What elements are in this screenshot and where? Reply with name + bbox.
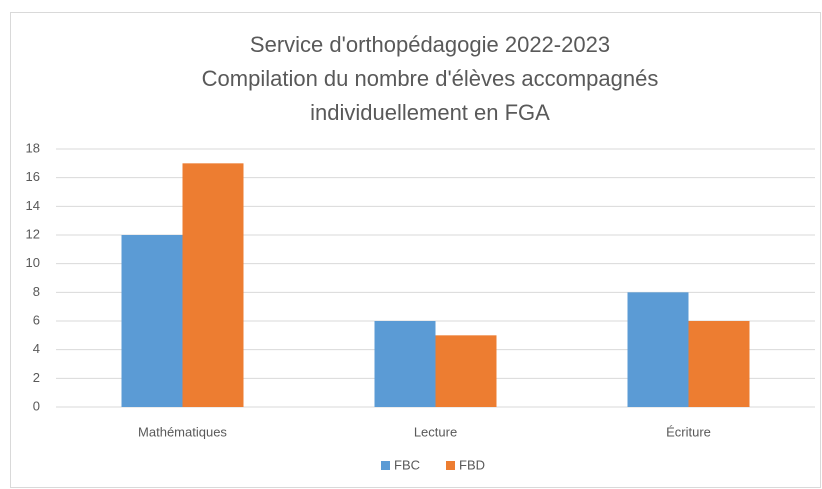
legend-label: FBC (394, 457, 420, 472)
bar (374, 321, 436, 407)
x-tick-label: Mathématiques (138, 424, 227, 439)
chart-title: Service d'orthopédagogie 2022-2023 (250, 32, 610, 57)
legend-swatch (381, 461, 390, 470)
x-tick-label: Écriture (666, 424, 711, 439)
y-tick-label: 0 (33, 398, 40, 413)
x-tick-label: Lecture (414, 424, 457, 439)
bar (627, 292, 689, 407)
legend-label: FBD (459, 457, 485, 472)
bar (182, 163, 244, 407)
y-tick-label: 8 (33, 284, 40, 299)
chart-title: individuellement en FGA (310, 100, 550, 125)
bar (121, 235, 183, 407)
y-tick-label: 12 (26, 226, 40, 241)
y-tick-label: 18 (26, 140, 40, 155)
legend-swatch (446, 461, 455, 470)
bar (688, 321, 750, 407)
y-tick-label: 14 (26, 198, 40, 213)
y-tick-label: 4 (33, 341, 40, 356)
y-tick-label: 2 (33, 370, 40, 385)
y-tick-label: 6 (33, 312, 40, 327)
bar (435, 335, 497, 407)
chart-title: Compilation du nombre d'élèves accompagn… (202, 66, 659, 91)
y-tick-label: 10 (26, 255, 40, 270)
y-tick-label: 16 (26, 169, 40, 184)
